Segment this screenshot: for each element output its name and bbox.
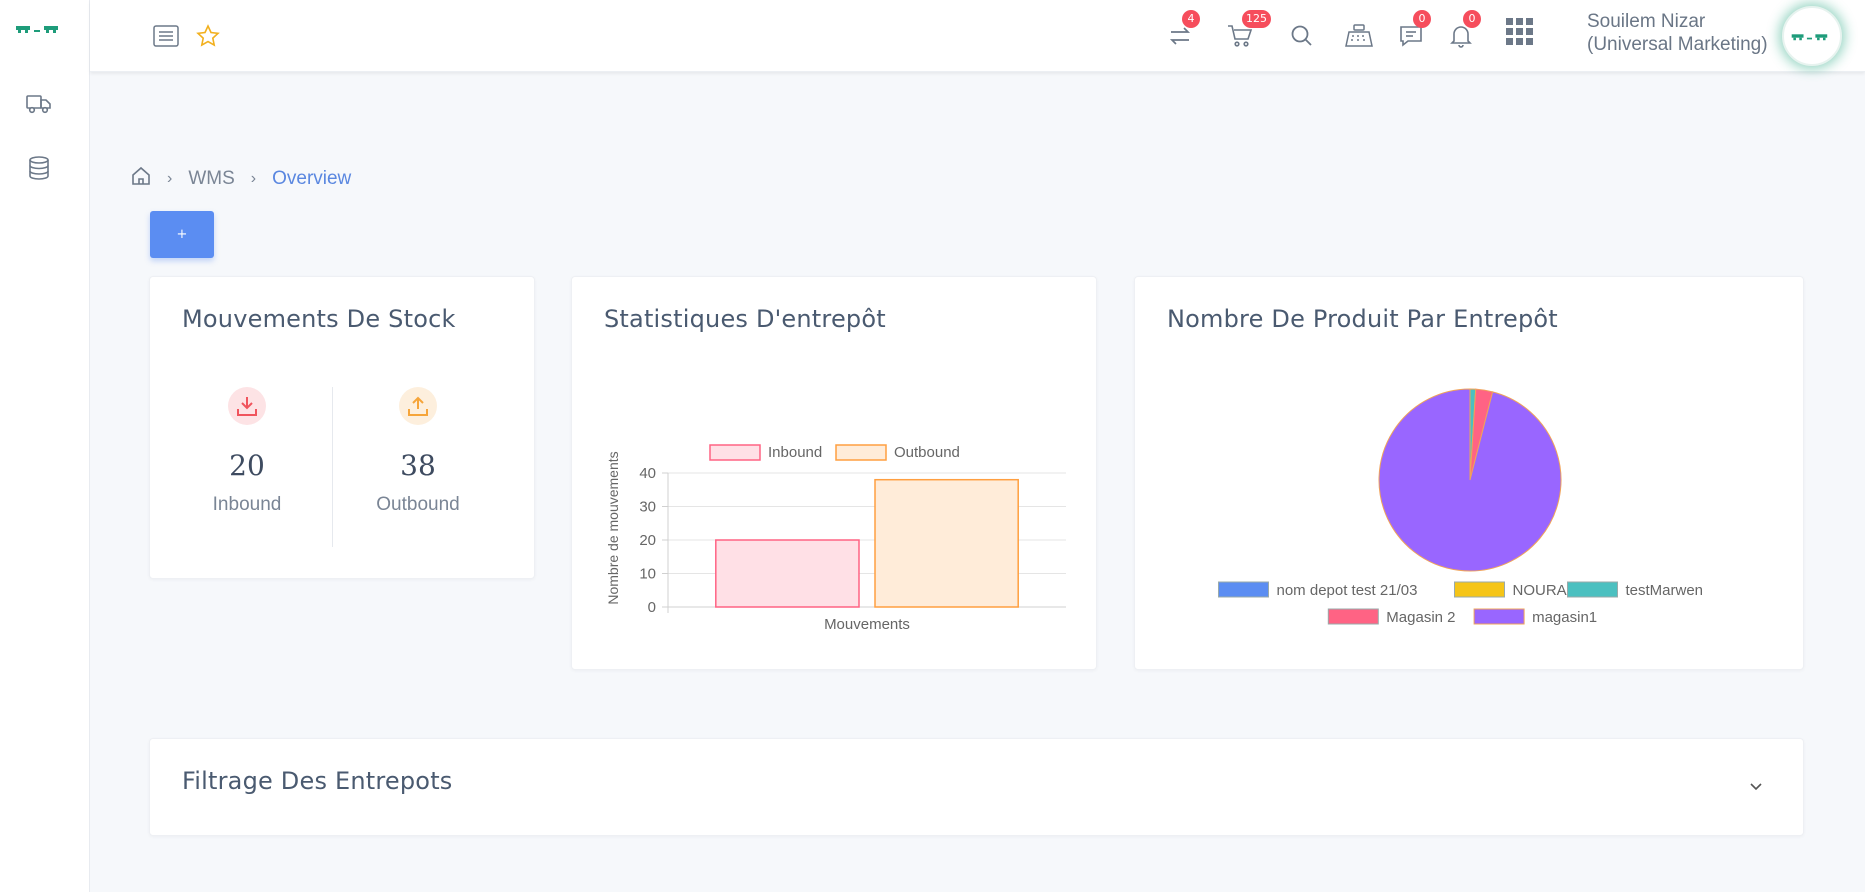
pie-legend-swatch-0 [1218,581,1269,598]
x-axis-label: Mouvements [824,616,910,633]
topbar [90,0,1865,72]
database-icon[interactable] [24,153,54,183]
y-tick-label: 40 [639,465,656,482]
pie-legend-label-1: NOURA [1513,582,1567,599]
pie-legend-label-0: nom depot test 21/03 [1277,582,1418,599]
stock-movements-title: Mouvements De Stock [182,305,456,333]
notifications-badge: 0 [1463,10,1481,28]
chat-icon[interactable]: 0 [1395,10,1431,52]
products-per-warehouse-title: Nombre De Produit Par Entrepôt [1167,305,1558,333]
breadcrumb-overview: Overview [272,168,352,189]
y-tick-label: 10 [639,566,656,583]
legend-label-outbound: Outbound [894,444,960,461]
filter-title: Filtrage Des Entrepots [182,767,453,795]
pie-legend-swatch-1 [1454,581,1505,598]
chat-badge: 0 [1413,10,1431,28]
y-tick-label: 20 [639,532,656,549]
bar-chart: Inbound Outbound 0 10 20 30 40 Mouvements Nombre… [605,444,1066,633]
pie-legend-label-4: magasin1 [1532,609,1597,626]
menu-toggle-icon[interactable] [150,20,182,52]
y-axis-label: Nombre de mouvements [605,451,621,604]
chevron-down-icon[interactable] [1749,779,1763,797]
user-name[interactable]: Souilem Nizar (Universal Marketing) [1587,10,1768,56]
upload-icon [399,387,437,425]
star-icon[interactable] [192,20,224,52]
bell-icon[interactable]: 0 [1445,10,1481,52]
user-name-line1: Souilem Nizar [1587,11,1706,32]
legend-swatch-inbound [709,444,761,461]
truck-icon[interactable] [24,89,54,119]
transfer-icon[interactable]: 4 [1164,10,1200,52]
home-icon[interactable] [131,166,151,192]
legend-swatch-outbound [835,444,887,461]
cart-badge: 125 [1242,10,1271,28]
stock-movements-card: Mouvements De Stock 20 Inbound 38 Outbou… [149,276,535,579]
logo-icon[interactable] [14,20,66,36]
pie-legend-swatch-2 [1567,581,1618,598]
warehouse-stats-title: Statistiques D'entrepôt [604,305,886,333]
warehouse-stats-card: Statistiques D'entrepôt Inbound Outbound 0… [571,276,1097,670]
sidebar [0,0,90,892]
bar-outbound [874,478,1019,608]
products-per-warehouse-card: Nombre De Produit Par Entrepôt nom depot… [1134,276,1804,670]
breadcrumb-separator-icon: › [167,170,173,187]
breadcrumb-wms[interactable]: WMS [188,168,235,189]
legend-label-inbound: Inbound [768,444,822,461]
apps-grid-icon[interactable] [1504,16,1536,48]
inbound-value: 20 [229,449,265,482]
pie-legend-swatch-3 [1327,608,1379,625]
filter-card[interactable]: Filtrage Des Entrepots [149,738,1804,836]
pie-legend-label-2: testMarwen [1626,582,1704,599]
pie-legend-label-3: Magasin 2 [1386,609,1455,626]
pie-legend-swatch-4 [1473,608,1525,625]
outbound-value: 38 [400,449,436,482]
cash-register-icon[interactable] [1343,20,1375,52]
download-icon [228,387,266,425]
user-company: (Universal Marketing) [1587,34,1768,55]
inbound-label: Inbound [212,494,282,515]
pie-slice-4 [1378,388,1562,572]
breadcrumb-separator-icon: › [250,170,257,187]
outbound-stat: 38 Outbound [333,387,503,516]
add-button[interactable]: + [150,211,214,258]
bar-inbound [715,539,860,608]
search-icon[interactable] [1286,20,1318,52]
cart-icon[interactable]: 125 [1224,10,1271,52]
outbound-label: Outbound [376,494,460,515]
stat-divider [332,387,333,547]
y-tick-label: 30 [639,499,656,516]
inbound-stat: 20 Inbound [162,387,332,516]
y-tick-label: 0 [648,599,656,616]
breadcrumb: › WMS › Overview [131,166,351,192]
avatar[interactable] [1782,6,1842,66]
pie-chart: nom depot test 21/03 NOURA testMarwen Magas… [1218,388,1704,626]
transfer-badge: 4 [1182,10,1200,28]
